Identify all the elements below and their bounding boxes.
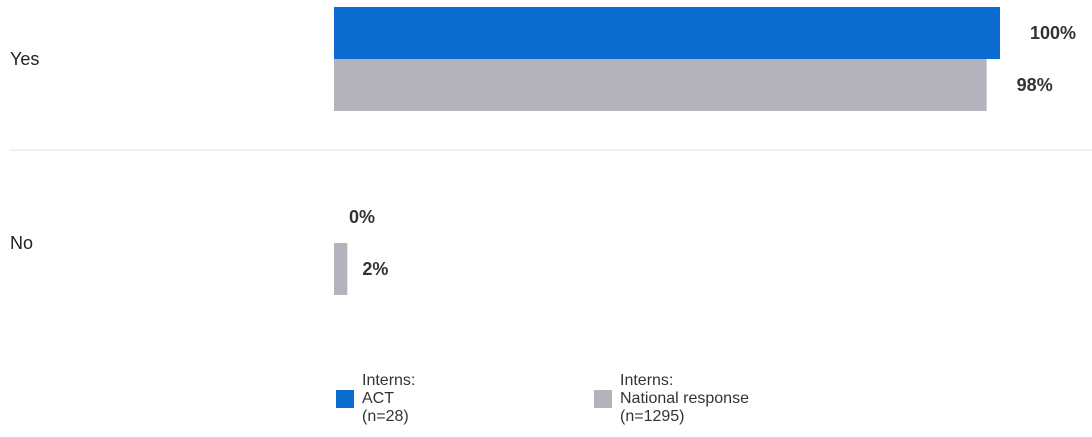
legend-act-line1: Interns: — [362, 372, 416, 389]
legend-act-line2: ACT — [362, 390, 394, 407]
value-label-yes-series1: 100% — [1030, 23, 1076, 43]
bar-no-series2 — [334, 243, 348, 295]
category-label-no: No — [10, 233, 33, 253]
legend-act-line3: (n=28) — [362, 408, 409, 425]
legend-national-line3: (n=1295) — [620, 408, 685, 425]
value-label-no-series1: 0% — [349, 207, 375, 227]
category-label-yes: Yes — [10, 49, 39, 69]
legend-item-act: Interns: ACT (n=28) — [336, 372, 415, 426]
value-label-yes-series2: 98% — [1017, 75, 1053, 95]
bar-yes-series1 — [334, 7, 1000, 59]
value-label-no-series2: 2% — [362, 259, 388, 279]
legend-national-line1: Interns: — [620, 372, 674, 389]
legend-national-line2: National response — [620, 390, 749, 407]
legend-swatch-act — [336, 390, 354, 408]
legend-item-national: Interns: National response (n=1295) — [594, 372, 749, 426]
legend-swatch-national — [594, 390, 612, 408]
bar-yes-series2 — [334, 59, 987, 111]
